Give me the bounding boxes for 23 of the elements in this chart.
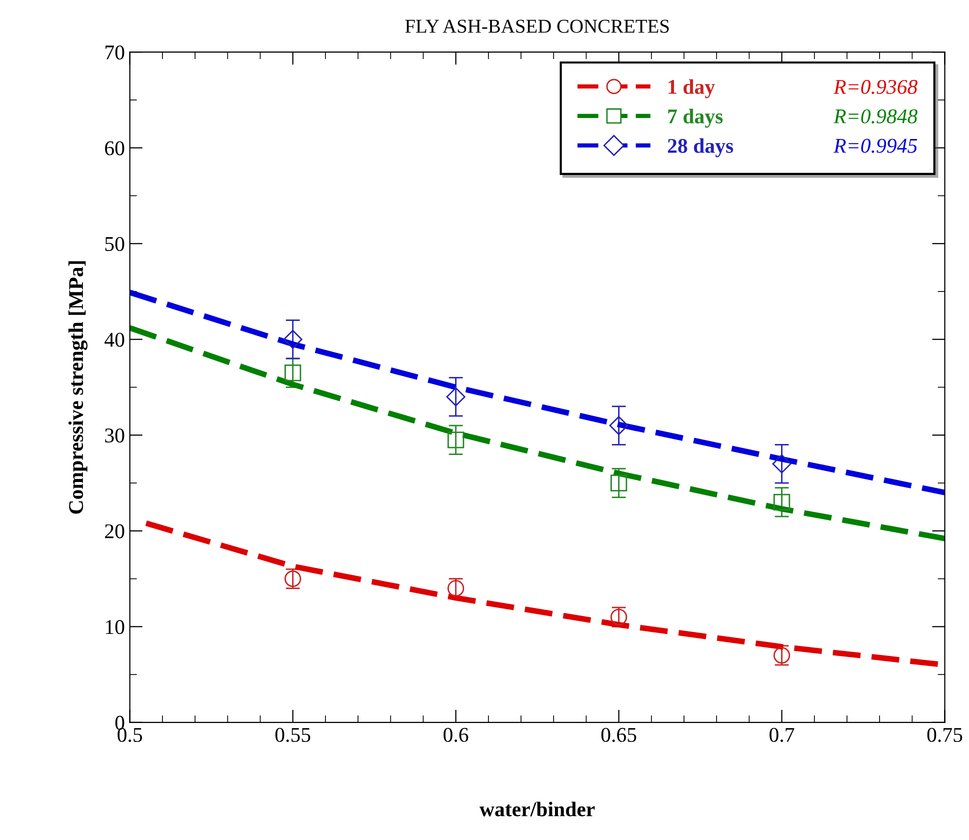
legend-label: 7 days <box>668 108 723 128</box>
y-tick-label: 60 <box>105 141 124 156</box>
y-tick-label: 40 <box>104 332 124 347</box>
text: R=0.9945 <box>834 138 918 153</box>
y-axis-title: Compressive strength [MPa] <box>68 261 88 514</box>
x-tick-label: 0.5 <box>118 728 142 742</box>
x-tick-label: 0.75 <box>927 728 962 742</box>
y-tick-label: 30 <box>105 428 124 443</box>
y-tick-label: 10 <box>106 620 124 634</box>
x-tick-label: 0.7 <box>770 728 794 742</box>
x-tick-label: 0.55 <box>275 728 310 742</box>
x-axis-title: water/binder <box>480 802 595 816</box>
y-tick-label: 20 <box>105 524 124 538</box>
x-tick-label: 0.65 <box>601 728 636 742</box>
y-tick-label: 0 <box>115 716 124 730</box>
chart-title: FLY ASH-BASED CONCRETES <box>405 20 669 33</box>
text: R=0.9368 <box>834 80 918 94</box>
x-tick-label: 0.6 <box>444 728 468 742</box>
text: R=0.9848 <box>834 109 918 124</box>
legend-label: 1 day <box>668 79 715 98</box>
y-tick-label: 70 <box>106 45 124 60</box>
y-tick-label: 50 <box>105 236 124 252</box>
legend-label: 28 days <box>668 138 734 158</box>
